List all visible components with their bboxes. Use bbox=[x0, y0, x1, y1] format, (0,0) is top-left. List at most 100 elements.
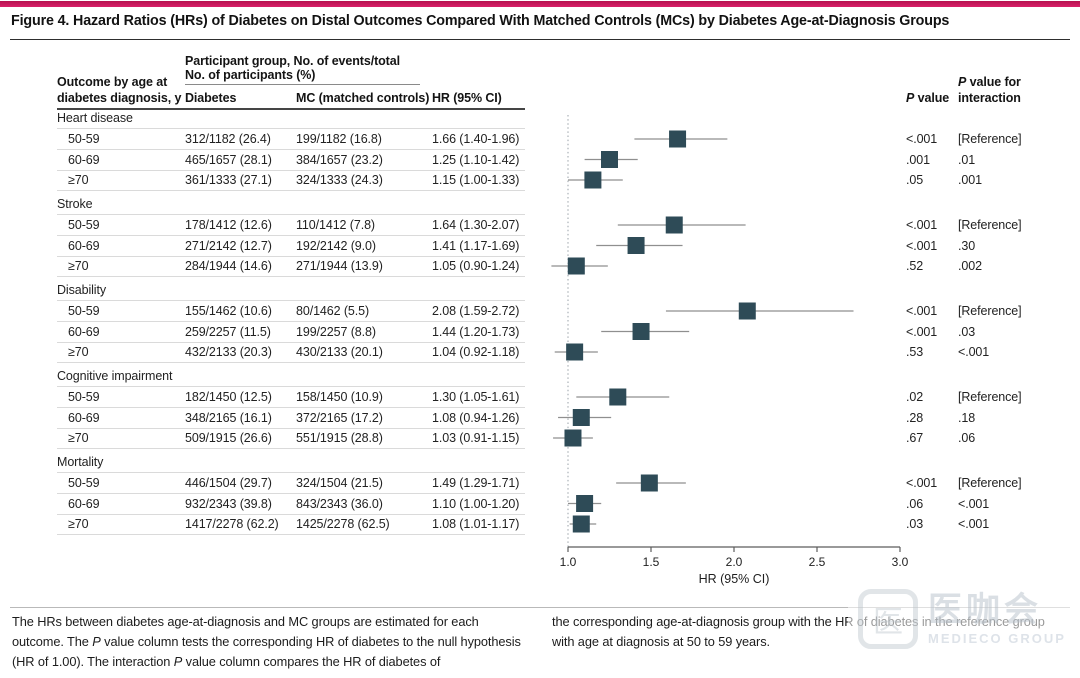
row-age-label: 50-59 bbox=[68, 217, 100, 232]
row-separator bbox=[57, 149, 525, 150]
col-header-hr: HR (95% CI) bbox=[432, 90, 502, 105]
row-p-interaction-value: [Reference] bbox=[958, 303, 1022, 318]
row-p-value: .28 bbox=[906, 410, 924, 425]
row-mc-value: 384/1657 (23.2) bbox=[296, 152, 383, 167]
watermark-logo-icon: 医 bbox=[858, 589, 918, 649]
hr-marker bbox=[567, 257, 585, 275]
row-hr-ci-value: 1.10 (1.00-1.20) bbox=[432, 496, 520, 511]
row-separator bbox=[57, 407, 525, 408]
row-mc-value: 110/1412 (7.8) bbox=[296, 217, 375, 232]
row-separator bbox=[57, 321, 525, 322]
row-hr-ci-value: 1.30 (1.05-1.61) bbox=[432, 389, 520, 404]
participant-group-underline bbox=[185, 84, 420, 85]
col-header-participant-group-line2: No. of participants (%) bbox=[185, 67, 316, 82]
row-age-label: 50-59 bbox=[68, 131, 100, 146]
row-age-label: 50-59 bbox=[68, 475, 100, 490]
row-diabetes-value: 284/1944 (14.6) bbox=[185, 258, 272, 273]
row-diabetes-value: 1417/2278 (62.2) bbox=[185, 516, 279, 531]
row-p-interaction-value: .30 bbox=[958, 238, 976, 253]
row-separator bbox=[57, 513, 525, 515]
row-mc-value: 158/1450 (10.9) bbox=[296, 389, 383, 404]
row-mc-value: 1425/2278 (62.5) bbox=[296, 516, 390, 531]
row-mc-value: 324/1504 (21.5) bbox=[296, 475, 383, 490]
row-mc-value: 80/1462 (5.5) bbox=[296, 303, 370, 318]
row-hr-ci-value: 1.66 (1.40-1.96) bbox=[432, 131, 520, 146]
row-hr-ci-value: 1.04 (0.92-1.18) bbox=[432, 344, 520, 359]
row-hr-ci-value: 1.25 (1.10-1.42) bbox=[432, 152, 520, 167]
row-separator bbox=[57, 128, 525, 129]
section-label: Stroke bbox=[57, 196, 93, 211]
row-p-value: <.001 bbox=[906, 217, 938, 232]
row-p-interaction-value: <.001 bbox=[958, 344, 990, 359]
row-hr-ci-value: 1.03 (0.91-1.15) bbox=[432, 430, 520, 445]
row-p-interaction-value: [Reference] bbox=[958, 131, 1022, 146]
row-separator bbox=[57, 235, 525, 236]
row-p-interaction-value: .01 bbox=[958, 152, 976, 167]
row-separator bbox=[57, 386, 525, 387]
row-p-interaction-value: <.001 bbox=[958, 516, 990, 531]
hr-marker bbox=[572, 515, 590, 533]
title-rule bbox=[10, 39, 1070, 40]
col-header-mc: MC (matched controls) bbox=[296, 90, 430, 105]
col-header-outcome-line1: Outcome by age at bbox=[57, 74, 168, 89]
header-rule bbox=[57, 108, 525, 110]
row-separator bbox=[57, 300, 525, 301]
row-diabetes-value: 178/1412 (12.6) bbox=[185, 217, 272, 232]
hr-marker bbox=[665, 216, 683, 234]
row-separator bbox=[57, 448, 525, 449]
footnote-left: The HRs between diabetes age-at-diagnosi… bbox=[12, 614, 521, 669]
row-p-value: .03 bbox=[906, 516, 924, 531]
row-hr-ci-value: 1.15 (1.00-1.33) bbox=[432, 172, 520, 187]
row-separator bbox=[57, 362, 525, 363]
row-age-label: ≥70 bbox=[68, 258, 89, 273]
row-p-value: <.001 bbox=[906, 238, 938, 253]
hr-marker bbox=[564, 429, 582, 447]
col-header-diabetes: Diabetes bbox=[185, 90, 237, 105]
row-hr-ci-value: 1.64 (1.30-2.07) bbox=[432, 217, 520, 232]
row-p-interaction-value: .002 bbox=[958, 258, 982, 273]
row-mc-value: 199/2257 (8.8) bbox=[296, 324, 376, 339]
row-hr-ci-value: 1.08 (0.94-1.26) bbox=[432, 410, 520, 425]
watermark: 医 医咖会 MEDIECO GROUP bbox=[848, 582, 1080, 656]
hr-marker bbox=[669, 130, 687, 148]
row-p-interaction-value: .18 bbox=[958, 410, 976, 425]
row-p-value: .001 bbox=[906, 152, 930, 167]
row-diabetes-value: 446/1504 (29.7) bbox=[185, 475, 272, 490]
row-hr-ci-value: 1.08 (1.01-1.17) bbox=[432, 516, 520, 531]
col-header-p-interaction-line2: interaction bbox=[958, 90, 1021, 105]
row-p-value: .52 bbox=[906, 258, 924, 273]
row-diabetes-value: 465/1657 (28.1) bbox=[185, 152, 272, 167]
row-age-label: ≥70 bbox=[68, 172, 89, 187]
section-label: Mortality bbox=[57, 454, 104, 469]
row-p-interaction-value: .06 bbox=[958, 430, 976, 445]
footnote-rule bbox=[10, 607, 1070, 608]
row-age-label: ≥70 bbox=[68, 516, 89, 531]
row-mc-value: 199/1182 (16.8) bbox=[296, 131, 382, 146]
row-separator bbox=[57, 214, 525, 215]
row-p-interaction-value: [Reference] bbox=[958, 389, 1022, 404]
col-header-p-interaction-line1: P value for bbox=[958, 74, 1021, 89]
row-p-value: .02 bbox=[906, 389, 924, 404]
row-p-value: <.001 bbox=[906, 324, 938, 339]
row-hr-ci-value: 1.49 (1.29-1.71) bbox=[432, 475, 520, 490]
row-p-value: .67 bbox=[906, 430, 924, 445]
row-mc-value: 843/2343 (36.0) bbox=[296, 496, 383, 511]
row-hr-ci-value: 1.05 (0.90-1.24) bbox=[432, 258, 520, 273]
row-p-interaction-value: [Reference] bbox=[958, 217, 1022, 232]
row-p-interaction-value: .03 bbox=[958, 324, 976, 339]
x-tick-label: 1.0 bbox=[560, 555, 577, 569]
row-age-label: 60-69 bbox=[68, 410, 100, 425]
row-separator bbox=[57, 534, 525, 535]
section-label: Heart disease bbox=[57, 110, 133, 125]
row-separator bbox=[57, 493, 525, 494]
row-separator bbox=[57, 427, 525, 429]
row-diabetes-value: 155/1462 (10.6) bbox=[185, 303, 272, 318]
hr-marker bbox=[609, 388, 627, 406]
row-mc-value: 192/2142 (9.0) bbox=[296, 238, 376, 253]
row-mc-value: 271/1944 (13.9) bbox=[296, 258, 383, 273]
row-p-value: <.001 bbox=[906, 131, 938, 146]
col-header-participant-group-line1: Participant group, No. of events/total bbox=[185, 53, 400, 68]
row-age-label: 50-59 bbox=[68, 303, 100, 318]
section-label: Cognitive impairment bbox=[57, 368, 173, 383]
x-tick-label: 3.0 bbox=[892, 555, 909, 569]
